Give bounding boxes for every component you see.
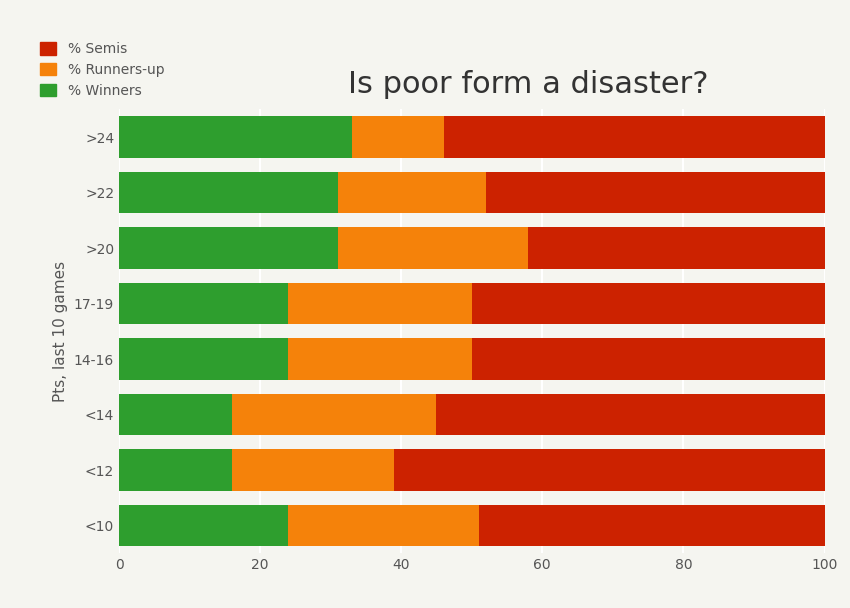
- Bar: [232, 449, 394, 491]
- Bar: [119, 283, 288, 325]
- Bar: [288, 505, 479, 547]
- Bar: [119, 227, 337, 269]
- Bar: [337, 227, 528, 269]
- Bar: [232, 394, 437, 435]
- Bar: [472, 283, 824, 325]
- Bar: [119, 394, 232, 435]
- Bar: [337, 172, 486, 213]
- Bar: [119, 338, 288, 380]
- Bar: [288, 338, 472, 380]
- Title: Is poor form a disaster?: Is poor form a disaster?: [348, 70, 708, 98]
- Bar: [472, 338, 824, 380]
- Bar: [444, 116, 824, 158]
- Bar: [437, 394, 824, 435]
- Bar: [528, 227, 824, 269]
- Bar: [119, 172, 337, 213]
- Bar: [119, 116, 352, 158]
- Bar: [486, 172, 824, 213]
- Y-axis label: Pts, last 10 games: Pts, last 10 games: [54, 261, 68, 402]
- Legend: % Semis, % Runners-up, % Winners: % Semis, % Runners-up, % Winners: [34, 36, 170, 103]
- Bar: [288, 283, 472, 325]
- Bar: [394, 449, 824, 491]
- Bar: [119, 449, 232, 491]
- Bar: [479, 505, 824, 547]
- Bar: [352, 116, 444, 158]
- Bar: [119, 505, 288, 547]
